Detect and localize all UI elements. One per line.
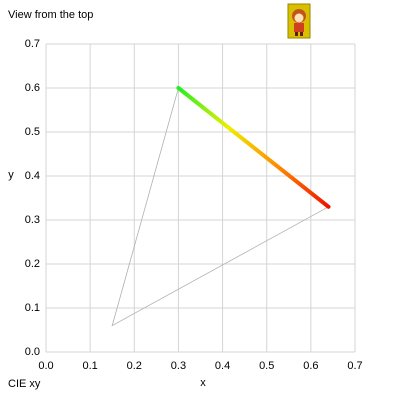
x-tick-label: 0.7 (347, 360, 362, 372)
chart-title: View from the top (8, 9, 93, 21)
caption: CIE xy (8, 378, 41, 390)
y-tick-label: 0.6 (25, 82, 40, 94)
y-axis-label: y (8, 169, 14, 181)
x-tick-label: 0.3 (171, 360, 186, 372)
x-tick-label: 0.6 (303, 360, 318, 372)
y-tick-label: 0.1 (25, 302, 40, 314)
y-tick-label: 0.3 (25, 214, 40, 226)
x-tick-label: 0.1 (82, 360, 97, 372)
x-tick-label: 0.5 (259, 360, 274, 372)
y-tick-label: 0.7 (25, 38, 40, 50)
x-tick-label: 0.4 (215, 360, 230, 372)
x-tick-label: 0.0 (38, 360, 53, 372)
y-tick-label: 0.0 (25, 346, 40, 358)
y-tick-label: 0.5 (25, 126, 40, 138)
series-line (176, 86, 331, 209)
y-tick-label: 0.4 (25, 170, 40, 182)
x-tick-label: 0.2 (127, 360, 142, 372)
x-axis-label: x (200, 377, 206, 389)
avatar-icon (287, 3, 311, 39)
y-tick-label: 0.2 (25, 258, 40, 270)
